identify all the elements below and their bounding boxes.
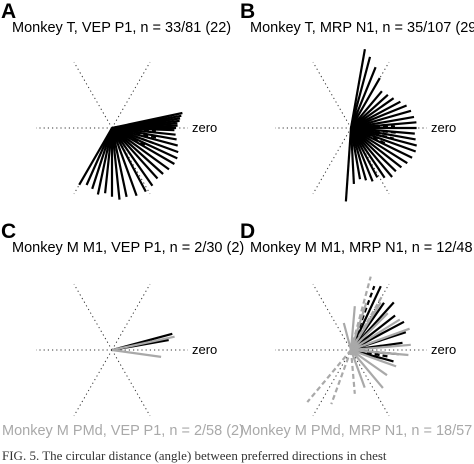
direction-ray (91, 127, 114, 190)
panel-letter-d: D (240, 220, 256, 243)
direction-ray (111, 124, 152, 130)
zero-label: zero (431, 342, 456, 357)
panel-b-title: Monkey T, MRP N1, n = 35/107 (29) (250, 20, 474, 36)
direction-ray (350, 348, 397, 368)
direction-ray (350, 294, 384, 351)
panel-d-title: Monkey M M1, MRP N1, n = 12/48 (6) (250, 240, 474, 256)
reference-spoke (312, 61, 352, 129)
direction-ray (111, 127, 159, 180)
direction-ray (306, 349, 352, 403)
direction-ray (344, 127, 353, 202)
panel-c-title: Monkey M M1, VEP P1, n = 2/30 (2) (12, 240, 245, 256)
reference-spoke (350, 349, 390, 417)
reference-spoke (73, 349, 113, 417)
direction-ray (349, 49, 366, 129)
direction-ray (349, 56, 372, 129)
direction-ray (110, 127, 128, 198)
direction-ray (111, 127, 154, 187)
direction-ray (350, 318, 401, 351)
zero-label: zero (192, 120, 217, 135)
direction-ray (349, 306, 356, 351)
reference-spoke (111, 349, 151, 417)
direction-ray (350, 327, 410, 352)
direction-ray (111, 127, 147, 193)
direction-ray (111, 127, 148, 148)
reference-spoke (111, 61, 151, 129)
direction-ray (350, 126, 394, 140)
direction-ray (104, 127, 114, 194)
reference-spoke (312, 283, 352, 351)
direction-ray (350, 349, 384, 389)
direction-ray (349, 66, 377, 129)
direction-ray (349, 276, 372, 351)
direction-ray (350, 127, 403, 169)
reference-spoke (312, 127, 352, 195)
direction-ray (330, 349, 353, 405)
figure-caption: FIG. 5. The circular distance (angle) be… (2, 448, 387, 463)
zero-label: zero (431, 120, 456, 135)
reference-spoke (73, 283, 113, 351)
panel-letter-c: C (1, 220, 17, 243)
panel-c-bottom-title: Monkey M PMd, VEP P1, n = 2/58 (2) (2, 423, 244, 439)
direction-ray (350, 127, 408, 165)
direction-ray (350, 349, 388, 377)
direction-ray (349, 349, 366, 388)
direction-ray (78, 127, 113, 186)
direction-ray (111, 335, 175, 352)
direction-ray (96, 127, 114, 195)
direction-ray (111, 126, 160, 140)
direction-ray (110, 127, 121, 200)
direction-ray (342, 322, 353, 351)
direction-ray (350, 126, 388, 146)
direction-ray (349, 127, 355, 184)
direction-ray (111, 126, 156, 133)
direction-ray (350, 125, 396, 130)
panel-a-title: Monkey T, VEP P1, n = 33/81 (22) (12, 20, 232, 36)
reference-spoke (73, 61, 113, 129)
direction-ray (350, 343, 411, 352)
direction-ray (350, 312, 389, 351)
direction-ray (350, 77, 381, 129)
panel-d-bottom-title: Monkey M PMd, MRP N1, n = 18/57 (8) (240, 423, 474, 439)
panel-letter-a: A (1, 0, 17, 23)
direction-ray (350, 348, 391, 358)
direction-ray (350, 348, 409, 357)
reference-spoke (312, 349, 352, 417)
panel-letter-b: B (240, 0, 256, 23)
zero-label: zero (192, 342, 217, 357)
direction-ray (111, 348, 162, 358)
reference-spoke (111, 283, 151, 351)
direction-ray (110, 127, 138, 197)
direction-ray (350, 127, 393, 178)
direction-ray (350, 90, 383, 129)
direction-ray (111, 127, 170, 171)
direction-ray (349, 349, 356, 394)
direction-ray (111, 127, 164, 175)
direction-ray (111, 126, 154, 145)
